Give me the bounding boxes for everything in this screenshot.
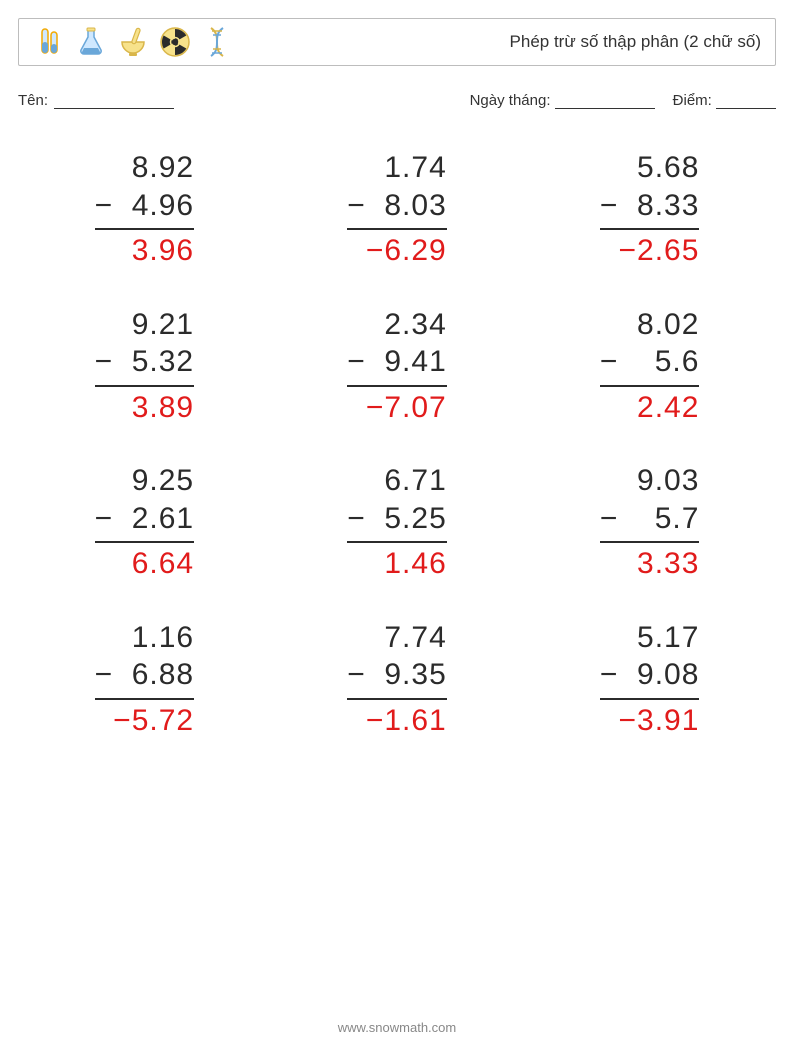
answer: 3.96 [114, 232, 194, 270]
subtrahend: 2.61 [114, 500, 194, 538]
answer: 3.89 [114, 389, 194, 427]
meta-row: Tên: Ngày tháng: Điểm: [18, 92, 776, 109]
answer: −2.65 [619, 232, 700, 270]
name-label: Tên: [18, 92, 48, 109]
operator: − [347, 187, 365, 225]
rule-line [600, 698, 700, 700]
operator: − [95, 500, 113, 538]
dna-icon [201, 26, 233, 58]
answer: −1.61 [366, 702, 447, 740]
worksheet-title: Phép trừ số thập phân (2 chữ số) [510, 32, 761, 52]
problems-grid: 8.92−4.963.961.74−8.03−6.295.68−8.33−2.6… [18, 149, 776, 739]
header-box: Phép trừ số thập phân (2 chữ số) [18, 18, 776, 66]
footer-url: www.snowmath.com [0, 1020, 794, 1035]
rule-line [600, 228, 700, 230]
minuend: 5.68 [619, 149, 699, 187]
operator: − [95, 343, 113, 381]
minuend: 6.71 [367, 462, 447, 500]
minuend: 8.92 [114, 149, 194, 187]
date-blank[interactable] [555, 92, 655, 109]
rule-line [347, 698, 447, 700]
minuend: 9.03 [619, 462, 699, 500]
score-blank[interactable] [716, 92, 776, 109]
subtrahend: 5.7 [619, 500, 699, 538]
rule-line [347, 541, 447, 543]
minuend: 2.34 [367, 306, 447, 344]
minuend: 9.21 [114, 306, 194, 344]
answer: 6.64 [114, 545, 194, 583]
meta-date: Ngày tháng: [470, 92, 655, 109]
operator: − [95, 187, 113, 225]
problem: 8.02−5.6 2.42 [553, 306, 746, 427]
name-blank[interactable] [54, 92, 174, 109]
answer: −7.07 [366, 389, 447, 427]
operator: − [347, 656, 365, 694]
subtrahend: 5.32 [114, 343, 194, 381]
subtrahend: 6.88 [114, 656, 194, 694]
operator: − [347, 500, 365, 538]
problem: 5.17−9.08 −3.91 [553, 619, 746, 740]
rule-line [347, 385, 447, 387]
subtrahend: 9.08 [619, 656, 699, 694]
flask-icon [75, 26, 107, 58]
rule-line [95, 228, 195, 230]
rule-line [95, 698, 195, 700]
subtrahend: 8.33 [619, 187, 699, 225]
minuend: 1.74 [367, 149, 447, 187]
rule-line [347, 228, 447, 230]
operator: − [600, 343, 618, 381]
problem: 8.92−4.96 3.96 [48, 149, 241, 270]
rule-line [95, 541, 195, 543]
meta-score: Điểm: [673, 92, 776, 109]
answer: −5.72 [113, 702, 194, 740]
mortar-icon [117, 26, 149, 58]
answer: 2.42 [619, 389, 699, 427]
minuend: 9.25 [114, 462, 194, 500]
problem: 5.68−8.33 −2.65 [553, 149, 746, 270]
minuend: 1.16 [114, 619, 194, 657]
subtrahend: 9.41 [367, 343, 447, 381]
rule-line [600, 385, 700, 387]
minuend: 5.17 [619, 619, 699, 657]
operator: − [600, 500, 618, 538]
operator: − [95, 656, 113, 694]
minuend: 7.74 [367, 619, 447, 657]
subtrahend: 4.96 [114, 187, 194, 225]
problem: 1.74−8.03 −6.29 [301, 149, 494, 270]
radioactive-icon [159, 26, 191, 58]
operator: − [600, 656, 618, 694]
operator: − [347, 343, 365, 381]
subtrahend: 8.03 [367, 187, 447, 225]
icons-row [33, 26, 233, 58]
answer: −6.29 [366, 232, 447, 270]
subtrahend: 5.25 [367, 500, 447, 538]
date-label: Ngày tháng: [470, 92, 551, 109]
answer: 3.33 [619, 545, 699, 583]
subtrahend: 9.35 [367, 656, 447, 694]
subtrahend: 5.6 [619, 343, 699, 381]
answer: 1.46 [367, 545, 447, 583]
test-tube-icon [33, 26, 65, 58]
operator: − [600, 187, 618, 225]
score-label: Điểm: [673, 92, 712, 109]
problem: 9.21−5.32 3.89 [48, 306, 241, 427]
problem: 9.25−2.61 6.64 [48, 462, 241, 583]
rule-line [95, 385, 195, 387]
problem: 6.71−5.25 1.46 [301, 462, 494, 583]
rule-line [600, 541, 700, 543]
problem: 7.74−9.35 −1.61 [301, 619, 494, 740]
minuend: 8.02 [619, 306, 699, 344]
worksheet-page: Phép trừ số thập phân (2 chữ số) Tên: Ng… [0, 0, 794, 1053]
problem: 1.16−6.88 −5.72 [48, 619, 241, 740]
problem: 2.34−9.41 −7.07 [301, 306, 494, 427]
problem: 9.03−5.7 3.33 [553, 462, 746, 583]
answer: −3.91 [619, 702, 700, 740]
meta-name: Tên: [18, 92, 174, 109]
